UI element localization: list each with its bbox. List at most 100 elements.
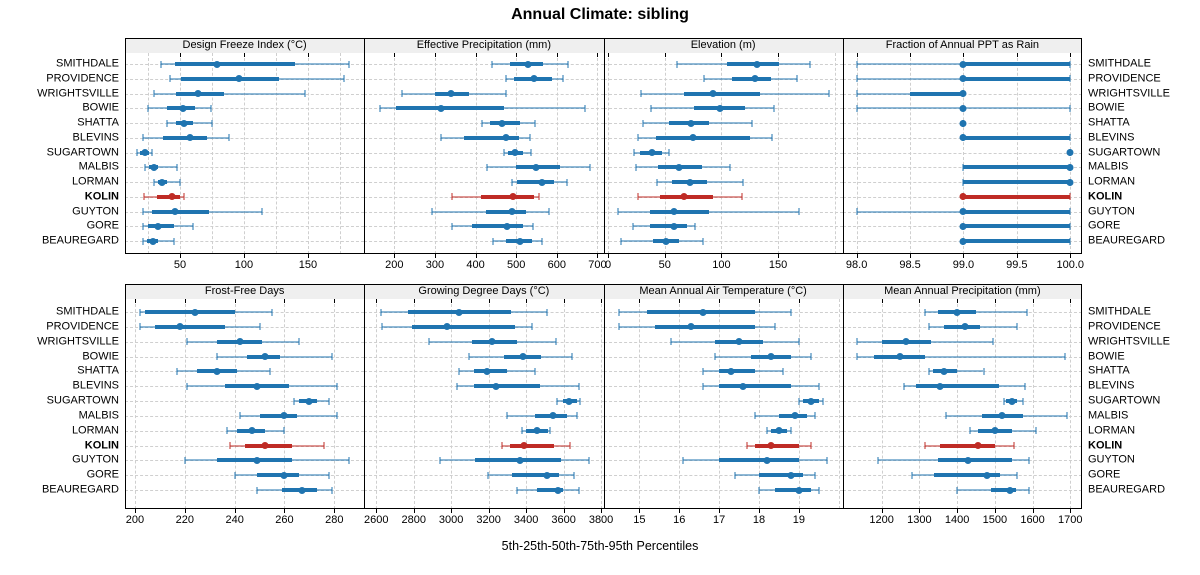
axis-tick: [778, 53, 780, 57]
whisker-cap: [298, 338, 301, 346]
axis-tick-label: 1700: [1058, 514, 1083, 526]
axis-tick-label: 100: [712, 259, 731, 271]
median-dot: [767, 353, 775, 361]
axis-tick: [184, 299, 186, 303]
whisker-cap: [486, 163, 489, 171]
whisker-cap: [583, 104, 586, 112]
whisker-cap: [702, 382, 705, 390]
whisker-5th-95th: [145, 166, 178, 169]
median-dot: [298, 486, 306, 494]
station-label: BOWIE: [82, 101, 119, 114]
axis-tick-label: 500: [506, 259, 526, 271]
axis-tick-label: 50: [658, 259, 671, 271]
whisker-cap: [703, 75, 706, 83]
station-label: SHATTA: [1088, 364, 1130, 377]
station-label: GUYTON: [1088, 453, 1135, 466]
box-25th-75th: [485, 209, 526, 214]
station-label: SHATTA: [77, 364, 119, 377]
gridline-vertical: [1070, 299, 1072, 509]
whisker-5th-95th: [154, 92, 306, 95]
station-label: BOWIE: [1088, 350, 1125, 363]
whisker-cap: [746, 442, 749, 450]
axis-tick-label: 3600: [551, 514, 576, 526]
gridline-horizontal: [364, 241, 604, 242]
median-dot: [936, 382, 944, 390]
gridline-horizontal: [842, 430, 1082, 432]
whisker-cap: [304, 90, 307, 97]
gridline-horizontal: [364, 475, 604, 477]
median-dot: [709, 90, 717, 97]
whisker-cap: [1012, 442, 1015, 450]
median-dot: [213, 60, 221, 68]
whisker-cap: [506, 412, 509, 420]
whisker-5th-95th: [856, 92, 964, 95]
panel-frost-free-days: Frost-Free Days 200 220 240 260 280: [125, 284, 365, 529]
whisker-cap: [330, 353, 333, 361]
whisker-cap: [533, 119, 536, 127]
whisker-cap: [186, 382, 189, 390]
whisker-cap: [531, 222, 534, 230]
axis-tick: [759, 299, 760, 303]
axis-tick-label: 2800: [401, 514, 426, 526]
axis-tick-label: 15: [633, 514, 646, 526]
whisker-cap: [529, 149, 532, 156]
axis-tick: [1032, 299, 1034, 303]
axis-tick-label: 17: [713, 514, 726, 526]
whisker-cap: [179, 178, 181, 186]
axis-tick: [434, 53, 436, 57]
median-dot: [168, 193, 176, 201]
axis-tick-label: 3000: [438, 514, 464, 526]
axis-tick: [721, 254, 723, 258]
station-label: LORMAN: [71, 424, 119, 437]
whisker-cap: [440, 134, 443, 142]
median-dot: [896, 353, 904, 361]
box-25th-75th: [411, 324, 515, 329]
station-label: SUGARTOWN: [1088, 394, 1161, 407]
panel-elevation: Elevation (m) 0 50 100 150: [603, 38, 843, 274]
axis-tick: [957, 509, 959, 513]
axis-tick: [719, 299, 721, 303]
axis-tick: [488, 509, 490, 513]
whisker-cap: [825, 456, 828, 464]
station-label: BEAUREGARD: [1088, 234, 1166, 247]
whisker-cap: [927, 323, 930, 331]
median-dot: [503, 222, 511, 230]
median-dot: [455, 308, 463, 316]
whisker-cap: [575, 412, 578, 420]
panel-fraction-annual-ppt-as-rain: Fraction of Annual PPT as Rain 98.0 98.5 99…: [842, 38, 1085, 274]
gridline-vertical: [376, 299, 378, 509]
whisker-cap: [567, 60, 570, 68]
axis-tick: [639, 299, 641, 303]
gridline-horizontal: [125, 401, 365, 403]
median-dot: [253, 382, 261, 390]
station-label: SMITHDALE: [56, 305, 119, 318]
gridline-vertical: [234, 299, 236, 509]
whisker-cap: [817, 382, 820, 390]
whisker-cap: [796, 75, 799, 83]
whisker-cap: [797, 397, 800, 405]
station-label: KOLIN: [1088, 439, 1123, 452]
box-25th-75th: [473, 384, 541, 389]
whisker-cap: [1024, 382, 1027, 390]
median-dot: [280, 471, 288, 479]
axis-tick: [180, 53, 181, 57]
station-label: WRIGHTSVILLE: [37, 87, 119, 99]
whisker-cap: [579, 397, 582, 405]
axis-tick-label: 100.0: [1056, 259, 1085, 271]
box-25th-75th: [991, 488, 1016, 493]
gridline-vertical: [679, 299, 681, 509]
axis-tick: [719, 509, 721, 513]
whisker-cap: [773, 323, 776, 331]
axis-tick: [234, 299, 236, 303]
whisker-cap: [138, 308, 141, 316]
axis-tick: [957, 299, 959, 303]
station-label: LORMAN: [1088, 424, 1136, 437]
axis-tick: [1070, 299, 1072, 303]
station-label: MALBIS: [1088, 160, 1129, 173]
whisker-cap: [547, 208, 550, 215]
axis-tick: [856, 53, 858, 57]
station-label: KOLIN: [1088, 190, 1123, 203]
panel-separator: [364, 284, 366, 509]
box-25th-75th: [480, 194, 535, 199]
whisker-cap: [577, 382, 580, 390]
